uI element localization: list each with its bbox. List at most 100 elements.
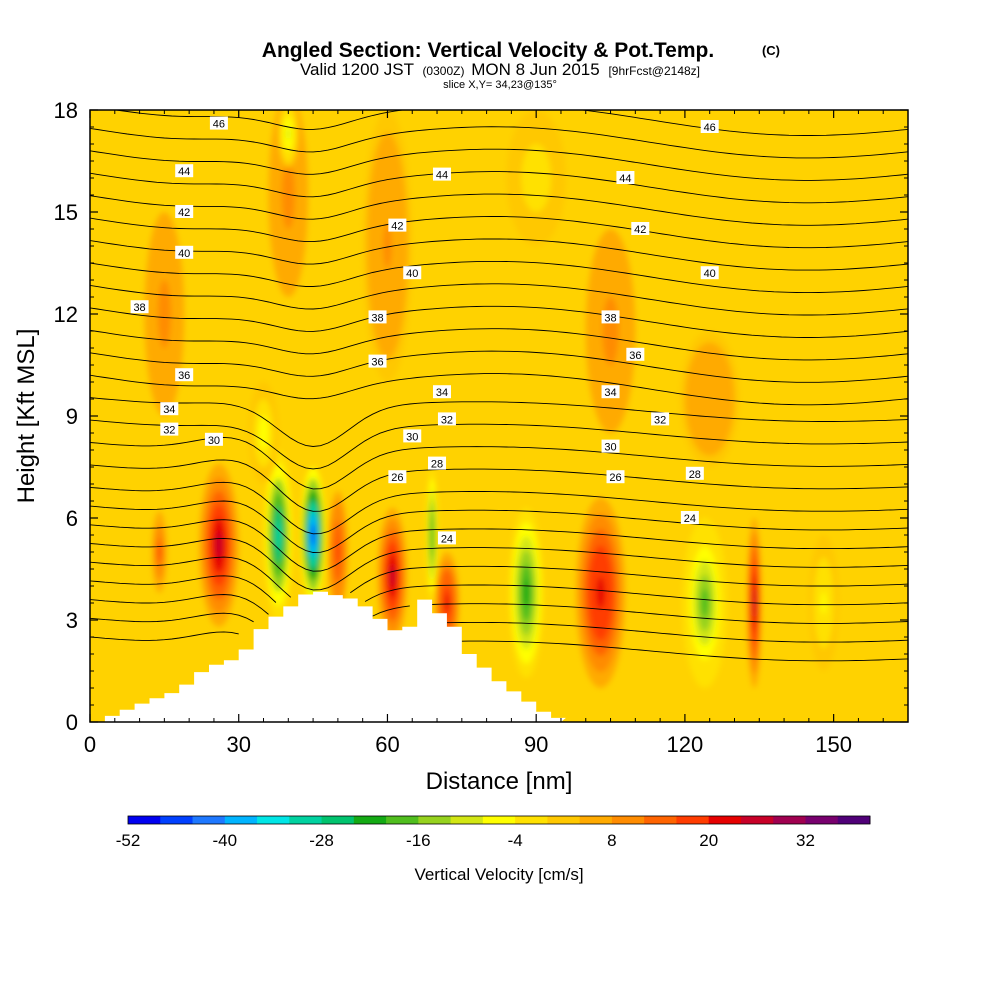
colorbar-swatch xyxy=(321,816,355,824)
field-background xyxy=(90,110,908,722)
svg-text:38: 38 xyxy=(371,312,383,324)
velocity-cell xyxy=(215,531,223,559)
chart-title: Angled Section: Vertical Velocity & Pot.… xyxy=(262,39,714,62)
velocity-cell xyxy=(336,541,340,563)
velocity-cell xyxy=(284,178,292,212)
subtitle-date: MON 8 Jun 2015 xyxy=(471,60,600,79)
isotherm-line xyxy=(90,631,908,662)
isotherm-line xyxy=(90,519,908,572)
chart-subtitle: Valid 1200 JST (0300Z) MON 8 Jun 2015 [9… xyxy=(300,60,700,79)
svg-text:34: 34 xyxy=(604,387,616,399)
contour-label: 36 xyxy=(626,347,645,362)
velocity-cell xyxy=(523,578,530,607)
velocity-cell xyxy=(431,523,434,547)
velocity-cell xyxy=(275,520,281,550)
svg-text:30: 30 xyxy=(406,431,418,443)
colorbar-swatch xyxy=(547,816,581,824)
isotherm-line xyxy=(90,537,908,591)
colorbar-swatch xyxy=(160,816,194,824)
svg-text:44: 44 xyxy=(436,170,448,182)
isotherm-line xyxy=(90,481,908,535)
isotherm-line xyxy=(90,350,908,383)
colorbar-tick-label: -16 xyxy=(406,831,431,850)
x-tick-label: 30 xyxy=(226,732,250,757)
isotherm-line xyxy=(90,594,908,624)
subtitle-forecast: [9hrFcst@2148z] xyxy=(608,64,700,78)
svg-text:42: 42 xyxy=(634,224,646,236)
svg-text:38: 38 xyxy=(604,312,616,324)
velocity-cell xyxy=(821,591,827,615)
chart-title-mark: (C) xyxy=(762,43,780,58)
contour-label: 34 xyxy=(601,385,620,399)
isotherm-line xyxy=(90,459,908,512)
isotherm-line xyxy=(90,575,908,606)
x-axis-label: Distance [nm] xyxy=(426,768,573,795)
colorbar-swatch xyxy=(353,816,387,824)
isotherm-line xyxy=(90,556,908,598)
svg-text:32: 32 xyxy=(163,425,175,437)
contour-label: 38 xyxy=(601,310,620,324)
svg-text:44: 44 xyxy=(178,166,190,178)
colorbar-swatch xyxy=(192,816,226,824)
contour-label: 42 xyxy=(631,222,650,236)
colorbar-swatch xyxy=(128,816,161,824)
svg-text:28: 28 xyxy=(689,469,701,481)
svg-text:32: 32 xyxy=(441,414,453,426)
contour-label: 32 xyxy=(160,422,179,437)
contour-label: 40 xyxy=(700,266,719,280)
colorbar: -52 -40 -28 -16 -4 8 20 32 xyxy=(116,815,871,850)
svg-text:30: 30 xyxy=(208,435,220,447)
velocity-cell xyxy=(161,297,168,331)
contour-label: 28 xyxy=(428,456,447,471)
isotherm-line xyxy=(90,328,908,361)
contour-label: 36 xyxy=(368,354,387,369)
svg-text:38: 38 xyxy=(133,302,145,314)
colorbar-swatch xyxy=(418,816,452,824)
isotherm-line xyxy=(90,193,908,226)
x-tick-label: 90 xyxy=(524,732,548,757)
svg-text:36: 36 xyxy=(371,357,383,369)
colorbar-tick-label: -52 xyxy=(116,831,141,850)
isotherm-line xyxy=(90,500,908,553)
colorbar-swatch xyxy=(773,816,806,824)
svg-text:44: 44 xyxy=(619,173,631,185)
velocity-cell xyxy=(444,594,450,612)
svg-text:26: 26 xyxy=(391,472,403,484)
y-tick-label: 15 xyxy=(54,200,78,225)
contour-label: 30 xyxy=(204,432,223,447)
isotherm-line xyxy=(90,305,908,338)
velocity-cell xyxy=(596,576,605,609)
colorbar-label: Vertical Velocity [cm/s] xyxy=(414,865,583,884)
svg-text:40: 40 xyxy=(178,248,190,260)
velocity-cell xyxy=(383,223,392,269)
velocity-cell xyxy=(389,564,395,588)
contour-label: 42 xyxy=(175,205,194,219)
colorbar-swatch xyxy=(386,816,419,824)
slice-label: slice X,Y= 34,23@135° xyxy=(443,79,557,91)
colorbar-swatch xyxy=(611,816,645,824)
contour-label: 32 xyxy=(437,412,456,426)
svg-text:36: 36 xyxy=(629,350,641,362)
y-tick-label: 18 xyxy=(54,98,78,123)
contour-label: 26 xyxy=(388,470,407,484)
velocity-cell xyxy=(286,128,290,140)
terrain xyxy=(90,591,566,722)
subtitle-utc: (0300Z) xyxy=(422,64,464,78)
colorbar-swatch xyxy=(837,816,871,824)
isotherm-line xyxy=(90,436,908,490)
x-axis: 0 30 60 90 120 150 xyxy=(84,110,884,757)
svg-text:34: 34 xyxy=(163,404,175,416)
potential-temperature-contours xyxy=(90,110,908,662)
subtitle-valid: Valid 1200 JST xyxy=(300,60,414,79)
colorbar-swatch xyxy=(482,816,516,824)
contour-label: 44 xyxy=(175,164,194,178)
y-tick-label: 12 xyxy=(54,302,78,327)
contour-label: 24 xyxy=(437,531,456,545)
colorbar-tick-label: -28 xyxy=(309,831,334,850)
velocity-cell xyxy=(704,387,715,411)
colorbar-swatch xyxy=(579,816,613,824)
svg-text:42: 42 xyxy=(178,207,190,219)
velocity-cell xyxy=(531,166,542,190)
